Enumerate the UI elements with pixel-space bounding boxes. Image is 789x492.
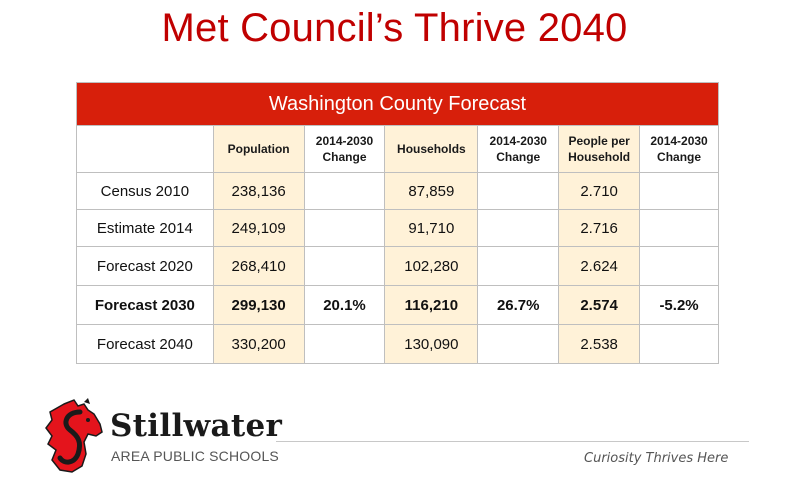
forecast-table: Washington County Forecast Population 20… (76, 82, 719, 364)
pph-cell: 2.538 (558, 324, 641, 364)
pop-change-cell (303, 246, 386, 286)
pop-change-cell (303, 172, 386, 210)
population-cell: 249,109 (212, 209, 305, 247)
tagline: Curiosity Thrives Here (584, 451, 729, 466)
row-label: Census 2010 (76, 172, 214, 210)
header-people-per-household: People per Household (558, 125, 641, 173)
pph-cell: 2.716 (558, 209, 641, 247)
header-line: 2014-2030 (650, 134, 708, 148)
header-line: Households (397, 142, 466, 156)
slide-title: Met Council’s Thrive 2040 (161, 6, 628, 50)
header-population: Population (212, 125, 305, 173)
population-cell: 299,130 (212, 285, 305, 325)
footer-divider (276, 441, 749, 442)
header-hh-change: 2014-2030 Change (477, 125, 560, 173)
pop-change-cell: 20.1% (303, 285, 386, 325)
header-line: Population (227, 142, 290, 156)
header-line: Change (657, 150, 702, 164)
pph-change-cell (639, 246, 719, 286)
header-line: People per (568, 134, 630, 148)
header-households: Households (384, 125, 479, 173)
header-line: Change (496, 150, 541, 164)
row-label: Forecast 2030 (76, 285, 214, 325)
households-cell: 102,280 (384, 246, 479, 286)
table-row: Census 2010 238,136 87,859 2.710 (76, 172, 719, 210)
pph-change-cell (639, 324, 719, 364)
pop-change-cell (303, 324, 386, 364)
population-cell: 330,200 (212, 324, 305, 364)
pph-change-cell (639, 172, 719, 210)
pph-cell: 2.710 (558, 172, 641, 210)
hh-change-cell (477, 324, 560, 364)
header-pop-change: 2014-2030 Change (303, 125, 386, 173)
pph-change-cell: -5.2% (639, 285, 719, 325)
header-pph-change: 2014-2030 Change (639, 125, 719, 173)
table-banner: Washington County Forecast (76, 82, 719, 126)
hh-change-cell (477, 172, 560, 210)
brand-subtitle: AREA PUBLIC SCHOOLS (111, 448, 279, 464)
pph-cell: 2.624 (558, 246, 641, 286)
table-row: Forecast 2040 330,200 130,090 2.538 (76, 324, 719, 364)
pph-cell: 2.574 (558, 285, 641, 325)
table-row-highlighted: Forecast 2030 299,130 20.1% 116,210 26.7… (76, 285, 719, 325)
header-line: 2014-2030 (489, 134, 547, 148)
households-cell: 91,710 (384, 209, 479, 247)
hh-change-cell (477, 246, 560, 286)
population-cell: 268,410 (212, 246, 305, 286)
hh-change-cell (477, 209, 560, 247)
pph-change-cell (639, 209, 719, 247)
mustang-head-logo-icon (44, 398, 106, 474)
row-label: Forecast 2020 (76, 246, 214, 286)
households-cell: 116,210 (384, 285, 479, 325)
hh-change-cell: 26.7% (477, 285, 560, 325)
header-empty (76, 125, 214, 173)
header-line: Household (568, 150, 631, 164)
header-line: 2014-2030 (315, 134, 374, 148)
table-row: Estimate 2014 249,109 91,710 2.716 (76, 209, 719, 247)
households-cell: 87,859 (384, 172, 479, 210)
pop-change-cell (303, 209, 386, 247)
header-line: Change (322, 150, 367, 164)
households-cell: 130,090 (384, 324, 479, 364)
row-label: Estimate 2014 (76, 209, 214, 247)
brand-name: Stillwater (110, 408, 283, 444)
row-label: Forecast 2040 (76, 324, 214, 364)
population-cell: 238,136 (212, 172, 305, 210)
table-row: Forecast 2020 268,410 102,280 2.624 (76, 246, 719, 286)
